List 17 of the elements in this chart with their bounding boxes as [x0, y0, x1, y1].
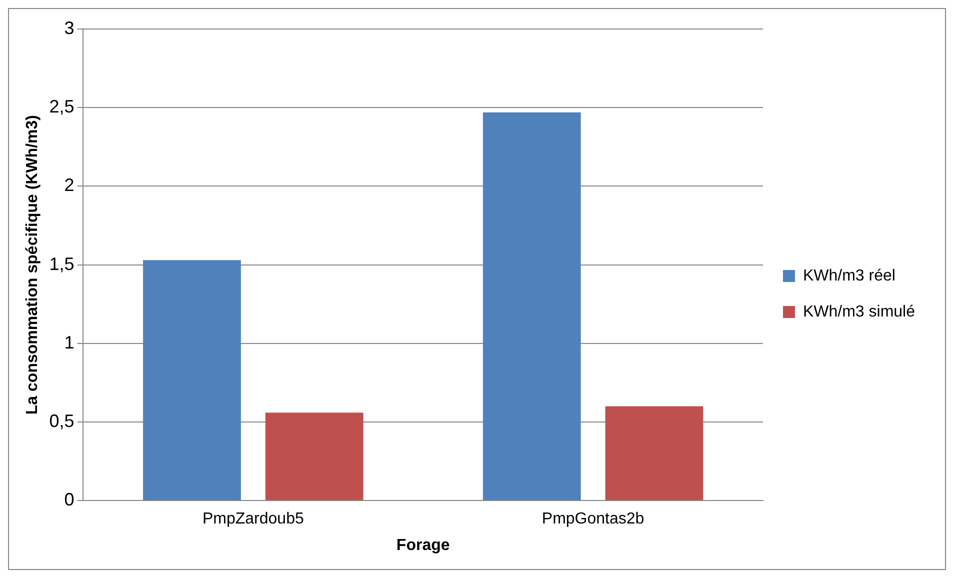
- x-tick-label: PmpGontas2b: [542, 510, 644, 528]
- x-tick-label: PmpZardoub5: [202, 510, 304, 528]
- y-axis-title: La consommation spécifique (KWh/m3): [24, 115, 42, 415]
- legend-label: KWh/m3 simulé: [802, 303, 916, 320]
- y-tick-label: 0,5: [49, 410, 74, 431]
- bar: [143, 260, 241, 500]
- y-tick-label: 3: [64, 18, 74, 38]
- y-tick-label: 2: [64, 175, 74, 196]
- bar: [605, 406, 704, 500]
- bar: [265, 412, 364, 500]
- x-axis-title: Forage: [396, 536, 450, 554]
- legend-label: KWh/m3 réel: [802, 267, 896, 284]
- y-tick-label: 2,5: [49, 96, 74, 117]
- y-tick-label: 1: [64, 332, 74, 352]
- bar: [482, 112, 581, 500]
- y-tick-label: 0: [64, 490, 74, 510]
- y-tick-label: 1,5: [49, 254, 74, 274]
